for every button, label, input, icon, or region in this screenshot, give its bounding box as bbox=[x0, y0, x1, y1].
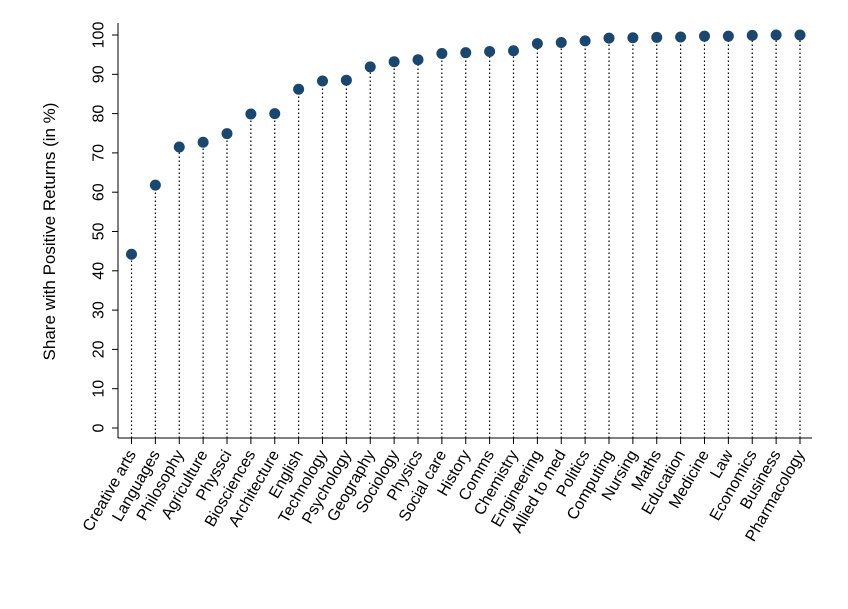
data-point bbox=[794, 29, 806, 41]
y-tick-label: 20 bbox=[91, 340, 108, 358]
data-point bbox=[412, 54, 424, 66]
data-point bbox=[579, 35, 591, 47]
data-points bbox=[126, 29, 806, 260]
data-point bbox=[460, 47, 472, 59]
y-tick-label: 100 bbox=[91, 22, 108, 49]
y-tick-label: 90 bbox=[91, 65, 108, 83]
y-tick-label: 50 bbox=[91, 223, 108, 241]
data-point bbox=[149, 179, 161, 191]
data-point bbox=[484, 46, 496, 58]
y-tick-label: 30 bbox=[91, 301, 108, 319]
data-point bbox=[340, 74, 352, 86]
data-point bbox=[293, 83, 305, 95]
y-tick-label: 60 bbox=[91, 183, 108, 201]
data-point bbox=[197, 136, 209, 148]
data-point bbox=[364, 61, 376, 73]
y-tick-label: 0 bbox=[91, 423, 108, 432]
y-tick-label: 70 bbox=[91, 144, 108, 162]
data-point bbox=[627, 32, 639, 44]
data-point bbox=[651, 31, 663, 43]
data-point bbox=[531, 38, 543, 50]
data-point bbox=[388, 56, 400, 68]
y-axis: 0 10 20 30 40 50 60 70 80 90 100 bbox=[91, 22, 119, 438]
data-point bbox=[675, 31, 687, 43]
data-point bbox=[126, 248, 137, 260]
data-point bbox=[555, 36, 567, 48]
data-point bbox=[699, 30, 710, 42]
data-point bbox=[746, 29, 758, 41]
drop-lines bbox=[130, 35, 801, 438]
y-axis-title: Share with Positive Returns (in %) bbox=[40, 103, 59, 361]
y-tick-label: 10 bbox=[91, 380, 108, 398]
data-point bbox=[245, 108, 257, 120]
data-point bbox=[436, 47, 448, 59]
data-point bbox=[317, 75, 328, 87]
y-tick-label: 40 bbox=[91, 262, 108, 280]
data-point bbox=[508, 45, 519, 57]
data-point bbox=[173, 141, 185, 153]
data-point bbox=[603, 32, 615, 44]
data-point bbox=[722, 30, 734, 42]
data-point bbox=[269, 108, 281, 120]
data-point bbox=[770, 29, 782, 41]
data-point bbox=[221, 128, 233, 140]
y-tick-label: 80 bbox=[91, 105, 108, 123]
x-axis: Creative artsLanguagesPhilosophyAgricult… bbox=[80, 437, 812, 545]
